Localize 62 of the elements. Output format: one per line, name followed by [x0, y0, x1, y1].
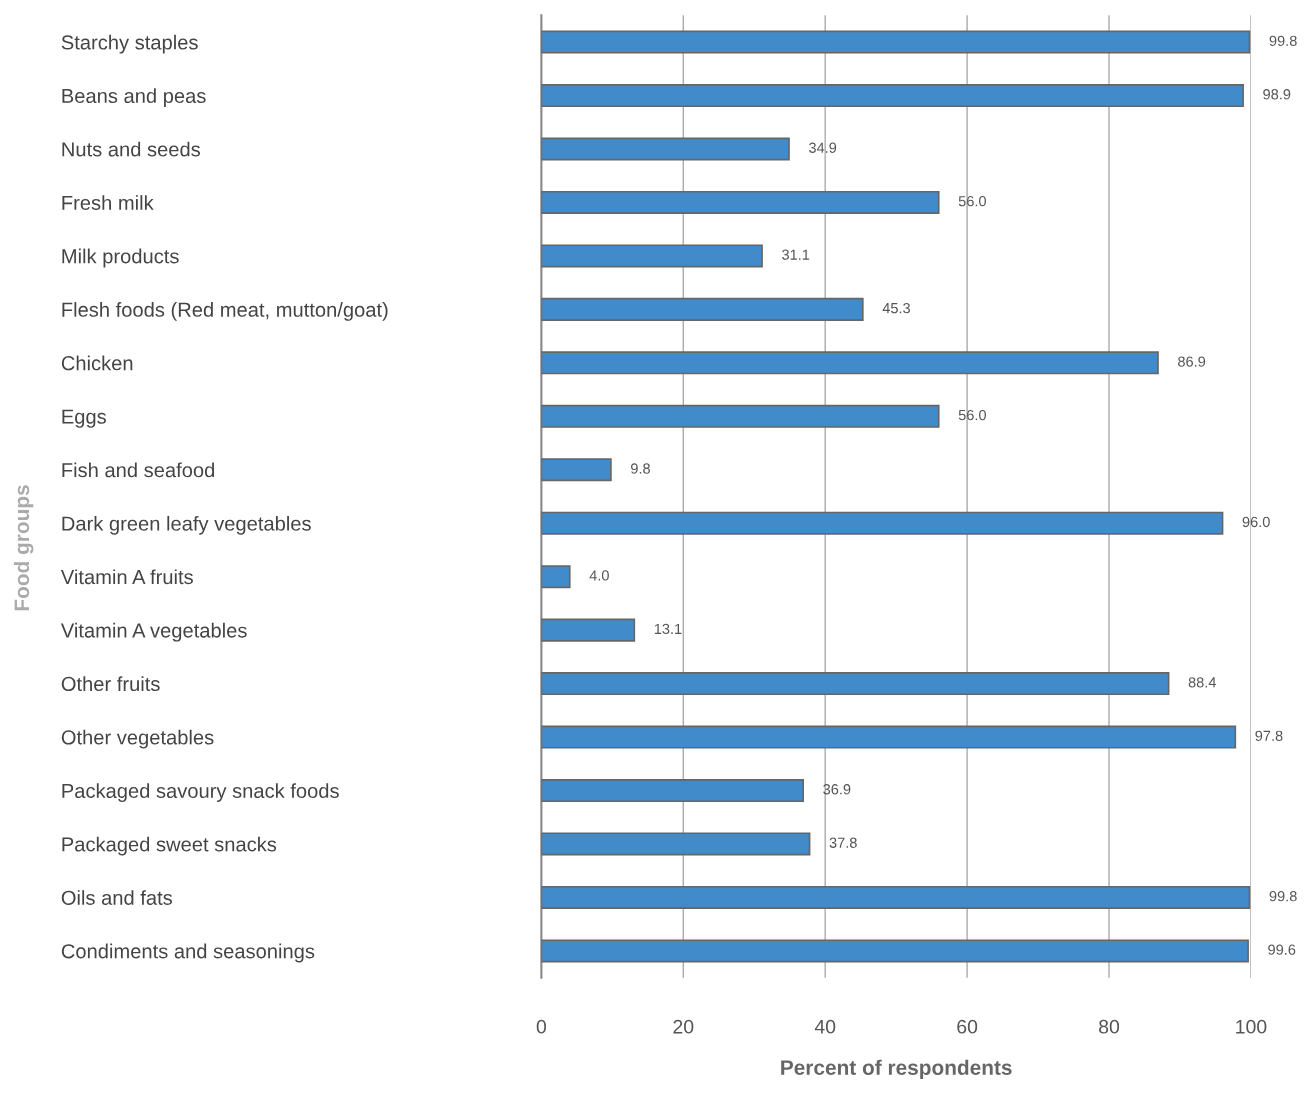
data-label: 36.9: [823, 784, 851, 795]
y-axis-title: Food groups: [13, 485, 34, 611]
data-label: 56.0: [958, 409, 986, 421]
y-tick-label: Starchy staples: [61, 34, 198, 54]
bar: [541, 84, 1244, 108]
bar: [541, 885, 1251, 909]
data-label: 97.8: [1255, 730, 1283, 741]
bar: [541, 297, 864, 321]
y-tick-label: Beans and peas: [62, 88, 206, 108]
bar: [541, 778, 805, 803]
x-tick-label: 0: [536, 1019, 547, 1034]
bar: [541, 939, 1249, 963]
x-axis-title: Percent of respondents: [781, 1059, 1012, 1080]
bar: [541, 404, 940, 428]
data-label: 31.1: [782, 249, 810, 260]
bar: [541, 190, 940, 214]
bar: [541, 137, 790, 161]
data-label: 99.6: [1268, 944, 1296, 955]
y-tick-label: Nuts and seeds: [62, 141, 201, 157]
bar: [541, 725, 1237, 749]
bar: [541, 351, 1159, 375]
data-label: 9.8: [631, 463, 650, 474]
data-label: 34.9: [809, 142, 837, 153]
bar: [541, 672, 1170, 696]
y-tick-label: Vitamin A vegetables: [60, 622, 247, 642]
data-label: 88.4: [1188, 677, 1217, 688]
data-label: 56.0: [958, 196, 986, 207]
bar: [541, 244, 763, 268]
y-tick-label: Other fruits: [61, 676, 160, 692]
y-tick-label: Milk products: [62, 248, 179, 268]
bar: [541, 30, 1251, 54]
x-tick-label: 40: [814, 1019, 836, 1034]
data-label: 37.8: [829, 837, 857, 848]
data-label: 13.1: [654, 623, 682, 635]
y-tick-label: Packaged savoury snack foods: [62, 783, 339, 802]
y-tick-label: Dark green leafy vegetables: [62, 515, 311, 535]
y-tick-label: Other vegetables: [61, 729, 214, 749]
y-tick-label: Fresh milk: [62, 195, 154, 210]
y-tick-label: Flesh foods (Red meat, mutton/goat): [62, 302, 388, 321]
y-tick-label: Chicken: [61, 355, 133, 371]
bar: [541, 618, 636, 642]
y-tick-label: Condiments and seasonings: [61, 943, 315, 963]
bar: [541, 832, 811, 856]
y-tick-label: Fish and seafood: [62, 462, 215, 478]
y-tick-label: Packaged sweet snacks: [62, 836, 277, 856]
data-label: 99.8: [1269, 35, 1297, 46]
y-tick-label: Vitamin A fruits: [60, 569, 193, 585]
y-tick-label: Oils and fats: [61, 890, 173, 905]
data-label: 99.8: [1269, 891, 1297, 902]
x-tick-label: 20: [673, 1019, 694, 1034]
y-tick-label: Eggs: [62, 409, 106, 428]
x-tick-label: 100: [1236, 1019, 1267, 1034]
data-label: 96.0: [1242, 516, 1270, 528]
data-label: 45.3: [882, 302, 910, 314]
x-tick-label: 80: [1099, 1019, 1120, 1034]
data-label: 98.9: [1263, 89, 1291, 100]
bar: [541, 458, 612, 482]
x-tick-label: 60: [957, 1019, 978, 1034]
bar: [541, 565, 571, 589]
data-label: 4.0: [589, 570, 609, 581]
bar: [541, 511, 1224, 535]
data-label: 86.9: [1178, 356, 1206, 367]
